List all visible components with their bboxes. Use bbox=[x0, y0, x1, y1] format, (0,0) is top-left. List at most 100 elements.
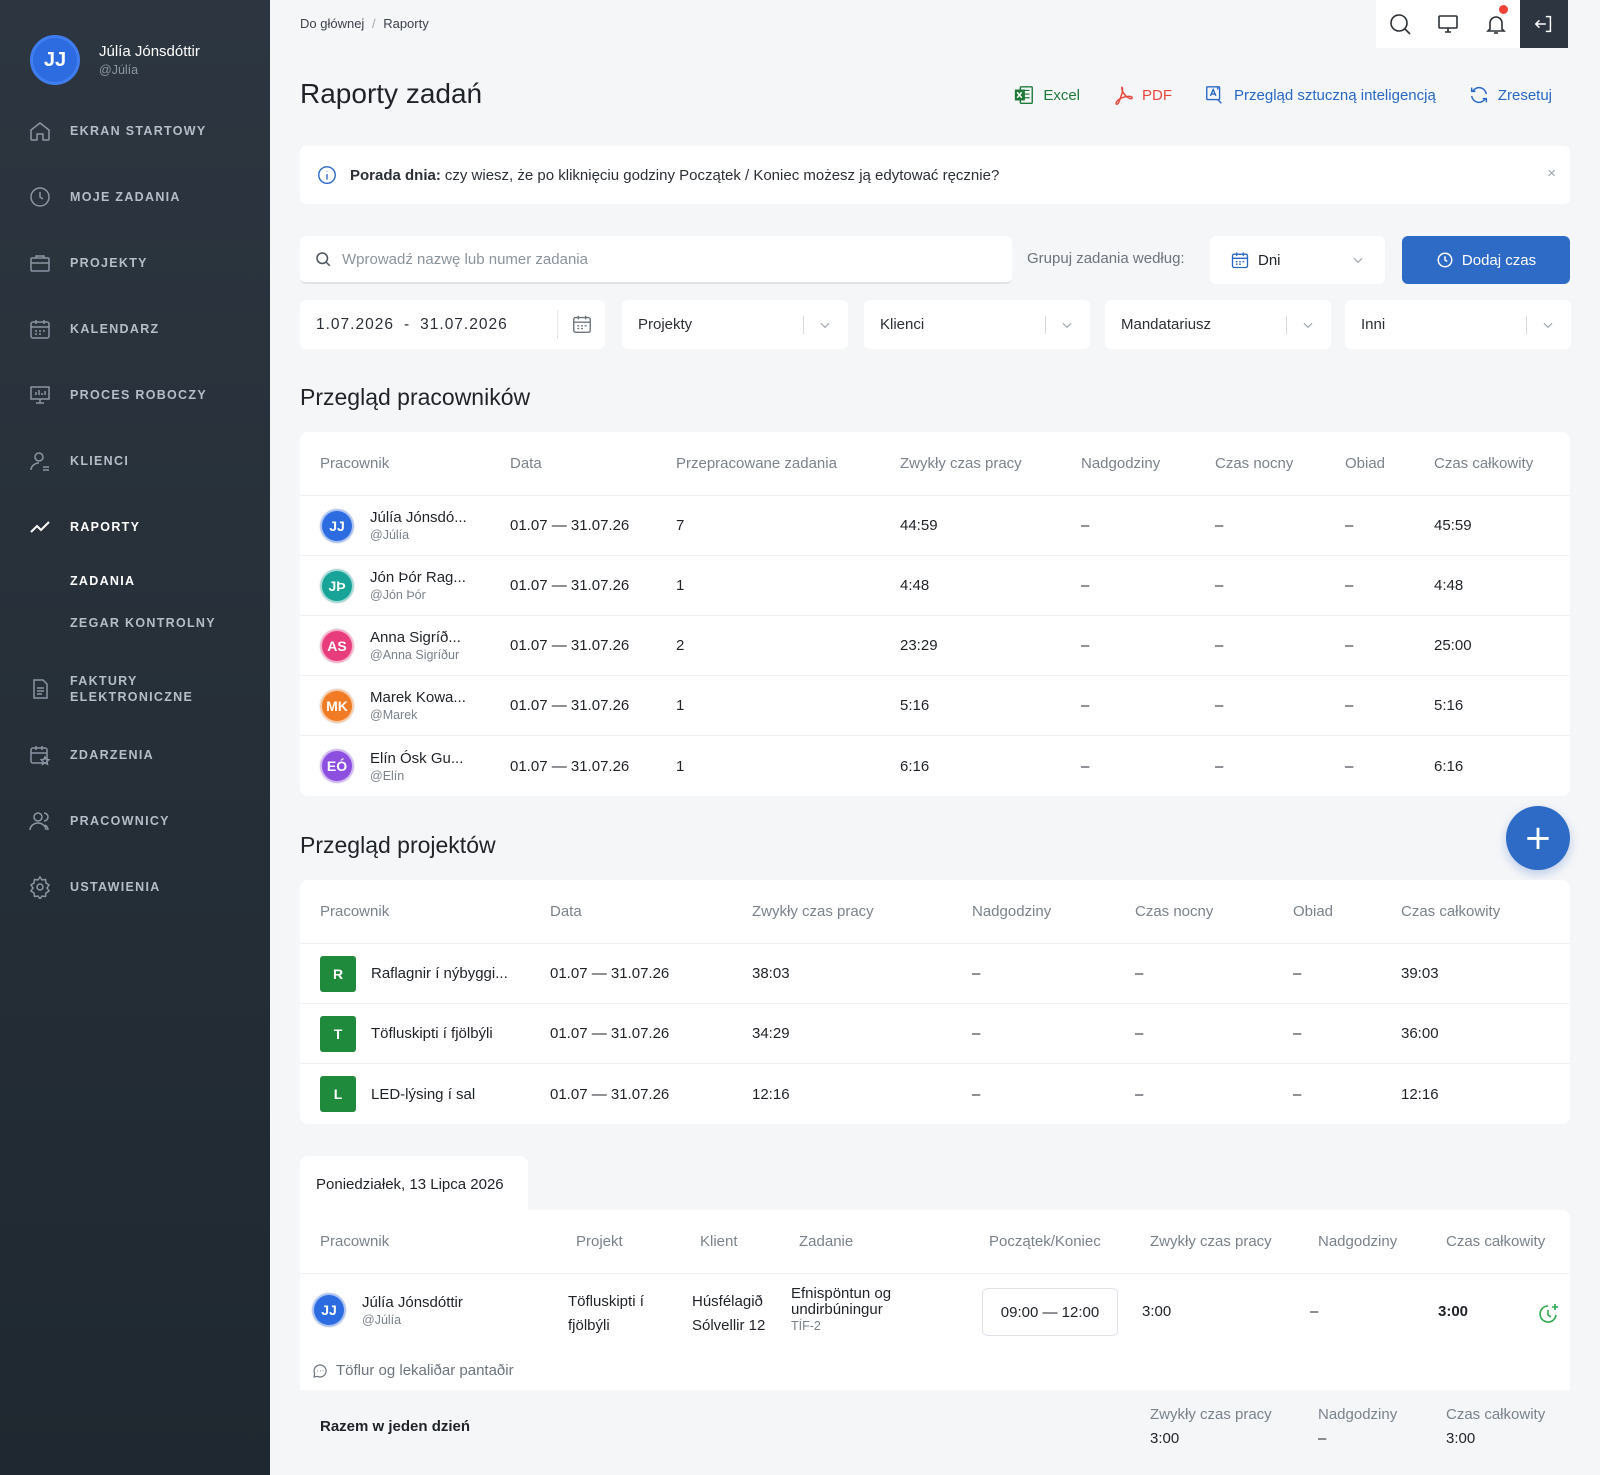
table-row[interactable]: L LED-lýsing í sal 01.07 — 31.07.26 12:16 – –… bbox=[300, 1064, 1570, 1124]
export-excel-button[interactable]: Excel bbox=[1013, 84, 1080, 106]
column-header[interactable]: Zwykły czas pracy bbox=[752, 903, 874, 920]
sidebar-item-clients[interactable]: KLIENCI bbox=[0, 428, 270, 494]
column-header[interactable]: Pracownik bbox=[320, 1233, 390, 1250]
sidebar-subitem-tasks[interactable]: ZADANIA bbox=[70, 574, 136, 588]
divider bbox=[803, 316, 804, 334]
regular-time-cell: 38:03 bbox=[752, 965, 790, 982]
table-row[interactable]: MK Marek Kowa... @Marek 01.07 — 31.07.26 1 5:… bbox=[300, 676, 1570, 736]
mandatary-filter[interactable]: Mandatariusz bbox=[1105, 300, 1331, 349]
sidebar-item-my-tasks[interactable]: MOJE ZADANIA bbox=[0, 164, 270, 230]
ai-icon bbox=[1206, 86, 1222, 104]
table-row[interactable]: R Raflagnir í nýbyggi... 01.07 — 31.07.26 3… bbox=[300, 944, 1570, 1004]
display-button[interactable] bbox=[1424, 0, 1472, 48]
column-header[interactable]: Obiad bbox=[1293, 903, 1334, 920]
column-header[interactable]: Data bbox=[510, 455, 542, 472]
users-icon bbox=[29, 812, 49, 831]
table-row[interactable]: T Töfluskipti í fjölbýli 01.07 — 31.07.26 3… bbox=[300, 1004, 1570, 1064]
employee-cell: AS Anna Sigríð... @Anna Sigríður bbox=[320, 628, 461, 663]
column-header[interactable]: Czas całkowity bbox=[1401, 903, 1501, 920]
table-row[interactable]: EÓ Elín Ósk Gu... @Elín 01.07 — 31.07.26 1 6:… bbox=[300, 736, 1570, 796]
user-profile[interactable]: JJ Júlía Jónsdóttir @Júlía bbox=[0, 0, 270, 98]
add-time-button[interactable]: Dodaj czas bbox=[1402, 236, 1570, 284]
sidebar: JJ Júlía Jónsdóttir @Júlía EKRAN STARTOW… bbox=[0, 0, 270, 1475]
close-tip-button[interactable]: × bbox=[1547, 165, 1556, 182]
others-filter[interactable]: Inni bbox=[1345, 300, 1571, 349]
avatar: JJ bbox=[320, 508, 354, 543]
lunch-cell: – bbox=[1293, 965, 1302, 982]
date-to: 31.07.2026 bbox=[420, 315, 508, 333]
sidebar-subitem-timeclock[interactable]: ZEGAR KONTROLNY bbox=[70, 616, 216, 630]
day-tab[interactable]: Poniedziałek, 13 Lipca 2026 bbox=[300, 1156, 528, 1212]
table-row[interactable]: JJ Júlía Jónsdó... @Júlía 01.07 — 31.07.26 7… bbox=[300, 496, 1570, 556]
export-pdf-button[interactable]: PDF bbox=[1112, 84, 1172, 106]
column-header[interactable]: Początek/Koniec bbox=[989, 1233, 1101, 1250]
column-header[interactable]: Pracownik bbox=[320, 455, 390, 472]
breadcrumb-home-link[interactable]: Do głównej bbox=[300, 16, 365, 31]
sidebar-item-settings[interactable]: USTAWIENIA bbox=[0, 854, 270, 920]
employee-cell: MK Marek Kowa... @Marek bbox=[320, 688, 466, 723]
sidebar-item-reports[interactable]: RAPORTY bbox=[0, 494, 270, 560]
tasks-cell: 1 bbox=[676, 577, 685, 594]
column-header[interactable]: Nadgodziny bbox=[972, 903, 1052, 920]
sidebar-item-label: RAPORTY bbox=[70, 520, 141, 534]
column-header[interactable]: Czas nocny bbox=[1215, 455, 1294, 472]
total-time-cell: 4:48 bbox=[1434, 577, 1464, 594]
sidebar-item-events[interactable]: ZDARZENIA bbox=[0, 722, 270, 788]
table-row[interactable]: AS Anna Sigríð... @Anna Sigríður 01.07 — 31… bbox=[300, 616, 1570, 676]
column-header[interactable]: Obiad bbox=[1345, 455, 1386, 472]
add-fab-button[interactable]: + bbox=[1506, 806, 1570, 870]
calendar-icon bbox=[1231, 252, 1249, 269]
column-header[interactable]: Przepracowane zadania bbox=[676, 455, 837, 472]
date-range-picker[interactable]: 1.07.2026 - 31.07.2026 bbox=[300, 300, 605, 349]
column-header[interactable]: Czas całkowity bbox=[1446, 1233, 1546, 1250]
notifications-button[interactable] bbox=[1472, 0, 1520, 48]
sidebar-item-invoices[interactable]: FAKTURY ELEKTRONICZNE bbox=[0, 656, 270, 722]
project-cell: Töfluskipti í fjölbýli bbox=[568, 1290, 644, 1338]
employee-handle: @Anna Sigríður bbox=[370, 648, 460, 662]
sidebar-item-workflow[interactable]: PROCES ROBOCZY bbox=[0, 362, 270, 428]
column-header[interactable]: Czas całkowity bbox=[1434, 455, 1534, 472]
chevron-down-icon bbox=[820, 322, 830, 329]
night-time-cell: – bbox=[1215, 577, 1224, 594]
column-header[interactable]: Data bbox=[550, 903, 582, 920]
date-cell: 01.07 — 31.07.26 bbox=[510, 577, 630, 594]
projects-filter[interactable]: Projekty bbox=[622, 300, 848, 349]
column-header[interactable]: Zwykły czas pracy bbox=[900, 455, 1022, 472]
avatar: JÞ bbox=[320, 568, 354, 603]
table-row[interactable]: JÞ Jón Þór Rag... @Jón Þór 01.07 — 31.07.26… bbox=[300, 556, 1570, 616]
column-header[interactable]: Czas nocny bbox=[1135, 903, 1214, 920]
column-header[interactable]: Projekt bbox=[576, 1233, 623, 1250]
night-time-cell: – bbox=[1135, 1025, 1144, 1042]
calendar-icon[interactable] bbox=[571, 313, 593, 335]
date-cell: 01.07 — 31.07.26 bbox=[550, 1085, 670, 1103]
reset-button[interactable]: Zresetuj bbox=[1468, 84, 1552, 106]
column-header[interactable]: Klient bbox=[700, 1233, 738, 1250]
ai-review-button[interactable]: Przegląd sztuczną inteligencją bbox=[1204, 84, 1436, 106]
refresh-icon bbox=[1470, 86, 1487, 104]
sidebar-item-label: PRACOWNICY bbox=[70, 814, 170, 828]
sidebar-item-employees[interactable]: PRACOWNICY bbox=[0, 788, 270, 854]
column-header[interactable]: Pracownik bbox=[320, 903, 390, 920]
sidebar-item-calendar[interactable]: KALENDARZ bbox=[0, 296, 270, 362]
logout-button[interactable] bbox=[1520, 0, 1568, 48]
overtime-cell: – bbox=[972, 1085, 981, 1103]
start-end-time-field[interactable]: 09:00 — 12:00 bbox=[982, 1288, 1118, 1336]
group-by-select[interactable]: Dni bbox=[1210, 236, 1385, 284]
chevron-down-icon bbox=[1303, 322, 1313, 329]
regular-time-cell: 23:29 bbox=[900, 637, 938, 654]
project-cell: L LED-lýsing í sal bbox=[320, 1076, 475, 1112]
search-button[interactable] bbox=[1376, 0, 1424, 48]
column-header[interactable]: Nadgodziny bbox=[1318, 1233, 1398, 1250]
totals-overtime: – bbox=[1318, 1430, 1327, 1447]
column-header[interactable]: Zwykły czas pracy bbox=[1150, 1233, 1272, 1250]
sidebar-item-projects[interactable]: PROJEKTY bbox=[0, 230, 270, 296]
time-entry-row[interactable]: JJ Júlía Jónsdóttir @Júlía Töfluskipti í… bbox=[300, 1274, 1570, 1390]
add-time-icon[interactable] bbox=[1536, 1302, 1560, 1326]
column-header[interactable]: Zadanie bbox=[799, 1233, 854, 1250]
column-header[interactable]: Nadgodziny bbox=[1081, 455, 1161, 472]
sidebar-item-label: KLIENCI bbox=[70, 454, 130, 468]
sidebar-item-home[interactable]: EKRAN STARTOWY bbox=[0, 98, 270, 164]
entry-comment: Töflur og lekaliðar pantaðir bbox=[312, 1362, 514, 1379]
clients-filter[interactable]: Klienci bbox=[864, 300, 1090, 349]
search-input[interactable] bbox=[342, 250, 998, 268]
